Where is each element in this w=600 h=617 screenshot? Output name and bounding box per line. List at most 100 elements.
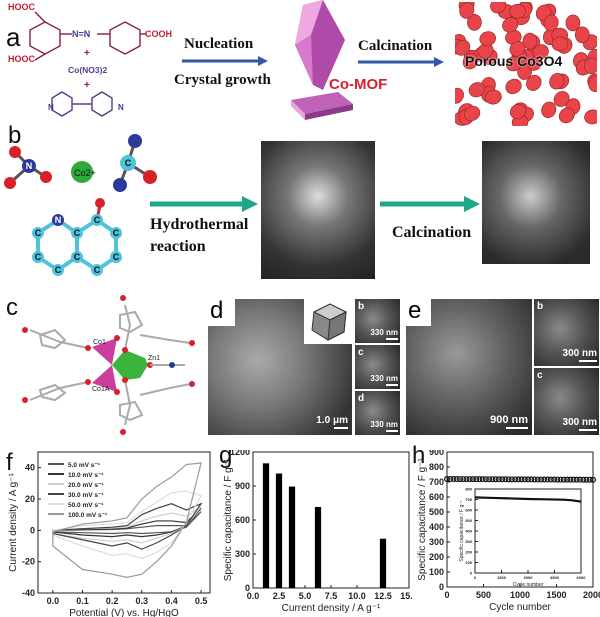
particle	[468, 82, 486, 98]
data-point	[489, 476, 496, 483]
sem-inset-d-2: c 330 nm	[354, 344, 401, 390]
y-tick-label: 0	[30, 525, 35, 535]
crystal-structure-diagram: Co1 Zn1 Co1A	[22, 295, 195, 435]
co-mof-label: Co-MOF	[329, 76, 388, 93]
cobalt-nitrate-label: Co(NO3)2	[68, 65, 107, 75]
particle	[462, 53, 479, 70]
particle	[490, 2, 507, 14]
data-point	[528, 476, 535, 483]
particle	[574, 26, 590, 44]
inset-label: c	[537, 370, 543, 381]
scale-bar-d-main: 1.0 μm	[316, 415, 348, 429]
sem-inset-d-3: d 330 nm	[354, 390, 401, 436]
particle	[459, 2, 475, 19]
arrow-icon	[380, 196, 480, 212]
particle	[584, 109, 597, 125]
x-tick-label: 0.5	[195, 596, 208, 606]
x-tick-label: 1500	[497, 575, 507, 580]
atom-label: C	[74, 252, 81, 262]
cv-curve	[52, 502, 203, 550]
precursor-molecules: Co2+ C C C C C C C C C N N C	[4, 134, 157, 276]
y-tick-label: 900	[429, 450, 444, 457]
data-point	[476, 476, 483, 483]
y-tick-label: 200	[465, 549, 472, 554]
particle	[485, 89, 502, 105]
x-axis-label: Cycle number	[489, 602, 551, 613]
legend-label: 30.0 mV s⁻¹	[68, 492, 104, 499]
hooc-label-top: HOOC	[8, 2, 36, 12]
y-tick-label: 600	[465, 507, 472, 512]
data-point	[447, 476, 454, 483]
x-tick-label: 0.0	[47, 596, 60, 606]
pyridine-n-left: N	[48, 103, 54, 112]
data-point	[466, 476, 473, 483]
particle	[541, 101, 557, 119]
legend-label: 5.0 mV s⁻¹	[68, 462, 100, 469]
data-point	[469, 476, 476, 483]
particle	[455, 87, 464, 104]
x-tick-label: 6000	[577, 575, 587, 580]
co-mof-crystal-illustration	[291, 0, 353, 120]
particle	[479, 31, 496, 47]
particle	[551, 36, 569, 52]
calcination-label-b: Calcination	[392, 224, 472, 241]
panel-label-c: c	[6, 294, 18, 321]
hooc-label-bottom: HOOC	[8, 54, 36, 64]
data-point	[492, 476, 499, 483]
data-point	[538, 476, 545, 483]
data-point	[512, 476, 519, 483]
x-tick-label: 0.2	[106, 596, 119, 606]
data-point	[573, 476, 580, 483]
panel-label-b: b	[8, 122, 22, 149]
scale-label: 300 nm	[562, 417, 597, 428]
calcination-label-a: Calcination	[358, 38, 433, 54]
y-tick-label: 400	[465, 528, 472, 533]
inset-background	[475, 489, 581, 573]
dodecahedron-model	[304, 298, 354, 344]
particle	[509, 4, 526, 19]
atom-label: C	[55, 265, 62, 275]
data-point	[547, 476, 554, 483]
atom-label-co1a: Co1A	[92, 386, 110, 393]
scale-bar: 300 nm	[563, 348, 597, 362]
inset-label: b	[537, 301, 544, 312]
atom-label-zn1: Zn1	[148, 355, 160, 362]
x-tick-label: 5.0	[299, 591, 312, 601]
cv-curve	[52, 506, 202, 544]
particle	[522, 32, 538, 50]
scale-bar: 300 nm	[563, 417, 597, 431]
particle	[558, 107, 575, 124]
sem-inset-e-2: c 300 nm	[533, 367, 600, 436]
data-point	[473, 476, 480, 483]
data-point	[450, 476, 457, 483]
nucleation-label: Nucleation	[184, 36, 254, 52]
x-tick-label: 2.5	[273, 591, 286, 601]
data-point	[453, 476, 460, 483]
y-tick-label: 20	[25, 494, 35, 504]
x-tick-label: 10.0	[348, 591, 366, 601]
y-tick-label: 700	[465, 497, 472, 502]
y-tick-label: 0	[245, 583, 250, 593]
particle	[543, 14, 559, 32]
x-axis-label: Potential (V) vs. Hg/HgO	[69, 608, 179, 617]
reactant-structures: HOOC HOOC COOH N=N + Co(NO3)2 + N N	[8, 2, 172, 117]
y-tick-label: 900	[235, 481, 250, 491]
x-tick-label: 0.1	[76, 596, 89, 606]
y-tick-label: -40	[22, 588, 35, 598]
x-tick-label: 1500	[546, 590, 566, 600]
data-point	[495, 476, 502, 483]
x-tick-label: 15.0	[400, 591, 412, 601]
x-tick-label: 4500	[550, 575, 560, 580]
plus-sign-2: +	[84, 80, 90, 91]
scale-label: 1.0 μm	[316, 415, 348, 426]
panel-label-h: h	[412, 442, 426, 469]
y-tick-label: 40	[25, 463, 35, 473]
atom-label: C	[94, 215, 101, 225]
particle	[553, 91, 570, 107]
legend-label: 10.0 mV s⁻¹	[68, 472, 104, 479]
data-point	[499, 476, 506, 483]
sem-image-precursor	[260, 140, 376, 280]
cv-curve	[52, 462, 202, 578]
x-axis-label: Cycle number	[513, 582, 544, 588]
